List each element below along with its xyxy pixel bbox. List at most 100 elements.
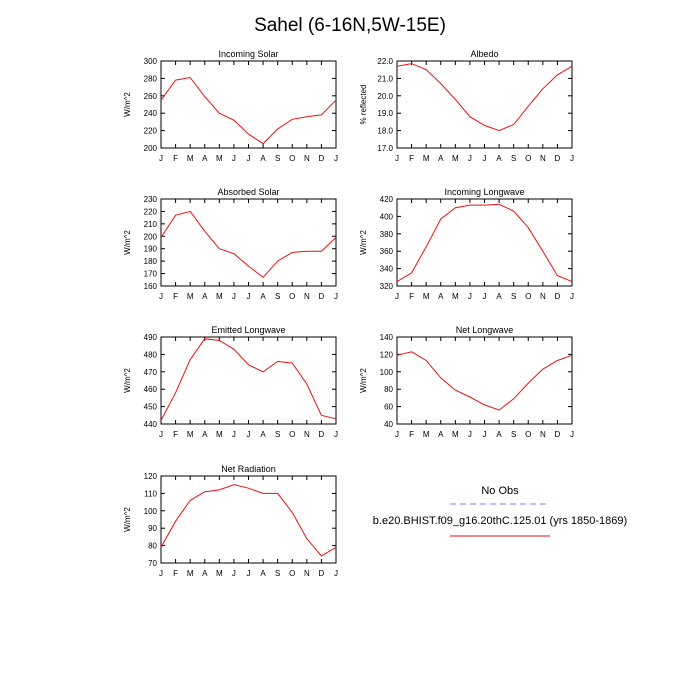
- series-line: [396, 203, 573, 283]
- x-tick-label: O: [525, 292, 531, 301]
- x-tick-label: O: [289, 292, 295, 301]
- panel-title: Absorbed Solar: [217, 187, 279, 197]
- x-tick-label: A: [496, 430, 502, 439]
- plot-frame: [396, 60, 573, 149]
- y-tick-label: 240: [144, 109, 158, 118]
- x-tick-label: O: [525, 154, 531, 163]
- x-tick-label: D: [555, 430, 561, 439]
- y-tick-label: 230: [144, 195, 158, 204]
- y-tick-label: 470: [144, 368, 158, 377]
- x-tick-label: A: [260, 154, 266, 163]
- y-tick-label: 210: [144, 220, 158, 229]
- y-tick-label: 200: [144, 232, 158, 241]
- x-tick-label: D: [319, 292, 325, 301]
- x-tick-label: S: [275, 292, 280, 301]
- y-tick-label: 170: [144, 270, 158, 279]
- y-tick-label: 490: [144, 333, 158, 342]
- x-tick-label: M: [187, 292, 194, 301]
- x-tick-label: J: [247, 154, 251, 163]
- x-tick-label: J: [570, 292, 574, 301]
- y-tick-label: 440: [144, 420, 158, 429]
- x-tick-label: J: [232, 569, 236, 578]
- x-tick-label: J: [483, 154, 487, 163]
- plot-frame: [396, 198, 573, 287]
- x-tick-label: M: [452, 154, 459, 163]
- panel-title: Albedo: [470, 49, 498, 59]
- y-tick-label: 120: [380, 350, 394, 359]
- x-tick-label: A: [260, 569, 266, 578]
- y-axis-label: W/m^2: [123, 230, 132, 255]
- figure-title: Sahel (6-16N,5W-15E): [254, 15, 446, 36]
- y-tick-label: 460: [144, 385, 158, 394]
- x-tick-label: D: [319, 430, 325, 439]
- x-tick-label: F: [173, 292, 178, 301]
- series-line: [160, 76, 337, 145]
- x-tick-label: A: [438, 430, 444, 439]
- x-tick-label: F: [409, 292, 414, 301]
- x-tick-label: J: [159, 430, 163, 439]
- x-tick-label: J: [334, 154, 338, 163]
- y-axis-label: % reflected: [359, 84, 368, 124]
- x-tick-label: J: [159, 292, 163, 301]
- x-tick-label: J: [334, 569, 338, 578]
- y-tick-label: 160: [144, 282, 158, 291]
- x-tick-label: A: [202, 430, 208, 439]
- y-tick-label: 220: [144, 207, 158, 216]
- x-tick-label: M: [423, 430, 430, 439]
- x-tick-label: J: [468, 292, 472, 301]
- x-tick-label: J: [232, 154, 236, 163]
- y-tick-label: 100: [380, 368, 394, 377]
- x-tick-label: N: [540, 292, 546, 301]
- x-tick-label: O: [289, 430, 295, 439]
- y-tick-label: 17.0: [377, 144, 393, 153]
- y-tick-label: 420: [380, 195, 394, 204]
- panel-title: Incoming Solar: [218, 49, 278, 59]
- y-tick-label: 260: [144, 92, 158, 101]
- x-tick-label: F: [409, 154, 414, 163]
- x-tick-label: M: [187, 569, 194, 578]
- x-tick-label: N: [304, 154, 310, 163]
- x-tick-label: J: [247, 292, 251, 301]
- x-tick-label: A: [202, 292, 208, 301]
- x-tick-label: J: [395, 154, 399, 163]
- y-tick-label: 340: [380, 265, 394, 274]
- x-tick-label: J: [232, 430, 236, 439]
- x-tick-label: M: [423, 292, 430, 301]
- y-tick-label: 450: [144, 403, 158, 412]
- y-axis-label: W/m^2: [123, 507, 132, 532]
- y-tick-label: 380: [380, 230, 394, 239]
- legend: No Obs b.e20.BHIST.f09_g16.20thC.125.01 …: [373, 485, 627, 537]
- x-tick-label: M: [216, 569, 223, 578]
- plot-frame: [160, 60, 337, 149]
- series-line: [160, 484, 337, 557]
- x-tick-label: A: [202, 569, 208, 578]
- y-tick-label: 360: [380, 247, 394, 256]
- y-tick-label: 20.0: [377, 92, 393, 101]
- x-tick-label: J: [483, 292, 487, 301]
- y-tick-label: 80: [384, 385, 393, 394]
- x-tick-label: O: [289, 569, 295, 578]
- plot-frame: [160, 336, 337, 425]
- x-tick-label: J: [570, 154, 574, 163]
- x-tick-label: A: [260, 292, 266, 301]
- x-tick-label: D: [555, 154, 561, 163]
- y-tick-label: 110: [144, 489, 157, 498]
- x-tick-label: J: [395, 430, 399, 439]
- y-tick-label: 140: [380, 333, 394, 342]
- x-tick-label: F: [173, 569, 178, 578]
- y-tick-label: 21.0: [377, 74, 393, 83]
- x-tick-label: S: [511, 154, 516, 163]
- x-tick-label: J: [468, 154, 472, 163]
- x-tick-label: J: [247, 430, 251, 439]
- x-tick-label: A: [438, 154, 444, 163]
- y-tick-label: 200: [144, 144, 158, 153]
- y-axis-label: W/m^2: [359, 368, 368, 393]
- x-tick-label: S: [275, 569, 280, 578]
- panel-title: Incoming Longwave: [444, 187, 524, 197]
- x-tick-label: D: [319, 569, 325, 578]
- series-line: [396, 351, 573, 411]
